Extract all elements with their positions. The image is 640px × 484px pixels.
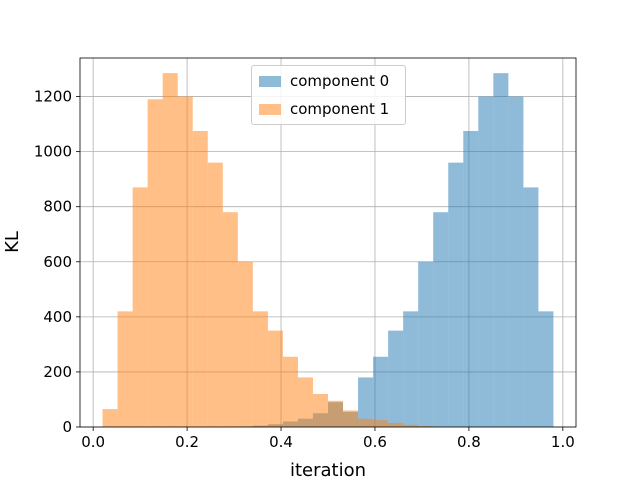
histogram-bar [448,162,464,427]
x-tick-label: 0.2 [175,433,199,451]
histogram-bar [102,409,118,427]
histogram-bar [493,73,509,428]
legend: component 0 component 1 [251,65,406,125]
histogram-bar [297,377,313,427]
ticks-layer: 0.0 0.2 0.4 0.6 0.8 1.0 0 200 400 600 800 1000 1200 [34,88,575,451]
bars-layer [102,73,554,428]
legend-label-component-0: component 0 [290,72,390,90]
histogram-bar [267,330,283,427]
legend-entry-component-0: component 0 [259,71,389,91]
histogram-bar [147,99,163,427]
histogram-bar [403,311,419,427]
x-tick-label: 0.0 [81,433,105,451]
histogram-bar [388,422,404,427]
x-tick-label: 0.4 [269,433,293,451]
plot-frame [79,57,577,428]
y-tick-label: 400 [43,308,72,326]
histogram-bar [282,356,298,427]
x-tick-label: 0.6 [363,433,387,451]
y-tick-label: 600 [43,253,72,271]
x-tick-label: 1.0 [551,433,575,451]
series-0-bars [237,73,554,428]
x-tick-label: 0.8 [457,433,481,451]
histogram-bar [207,162,223,427]
histogram-bar [162,73,178,428]
y-tick-label: 800 [43,198,72,216]
histogram-bar [418,426,434,427]
legend-swatch-component-0 [259,75,281,87]
histogram-bar [358,377,374,427]
histogram-bar [252,311,268,427]
x-axis-label: iteration [290,460,366,480]
histogram-bar [192,130,208,427]
histogram-bar [117,311,133,427]
legend-label-component-1: component 1 [290,100,390,118]
y-tick-label: 1000 [34,143,72,161]
y-axis-label: KL [2,231,23,253]
histogram-bar [373,356,389,427]
legend-swatch-component-1 [259,103,281,115]
histogram-bar [418,261,434,427]
histogram-bar [388,330,404,427]
histogram-bar [433,212,449,427]
histogram-bar [463,130,479,427]
histogram-bar [132,187,148,427]
histogram-bar [538,311,554,427]
histogram-bar [177,96,193,427]
legend-entry-component-1: component 1 [259,99,389,119]
histogram-bar [343,410,359,427]
y-tick-label: 1200 [34,88,72,106]
histogram-bar [478,96,494,427]
histogram-bar [328,400,344,427]
histogram-bar [222,212,238,427]
histogram-bar [373,420,389,427]
histogram-bar [508,96,524,427]
histogram-bar [312,393,328,427]
histogram-bar [358,418,374,427]
y-tick-label: 0 [62,418,72,436]
histogram-bar [237,261,253,427]
histogram-bar [403,424,419,427]
histogram-bar [523,187,539,427]
series-1-bars [102,73,434,428]
y-tick-label: 200 [43,363,72,381]
